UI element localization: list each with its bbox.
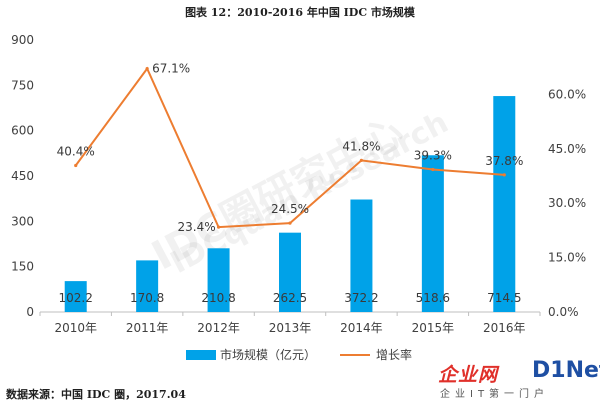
- growth-rate-label: 67.1%: [152, 62, 190, 76]
- legend-swatch-market-size: [186, 350, 216, 360]
- left-axis-tick-label: 0: [26, 305, 34, 319]
- legend-label-growth-rate: 增长率: [376, 347, 412, 362]
- right-axis-tick-label: 45.0%: [548, 142, 586, 156]
- x-axis-category-label: 2012年: [197, 321, 240, 335]
- x-axis-category-label: 2016年: [483, 321, 526, 335]
- growth-rate-label: 24.5%: [271, 202, 309, 216]
- growth-rate-label: 40.4%: [57, 144, 95, 158]
- growth-rate-label: 39.3%: [414, 148, 452, 162]
- growth-rate-point: [74, 163, 78, 168]
- right-axis-tick-label: 60.0%: [548, 87, 586, 101]
- x-axis-category-label: 2015年: [412, 321, 455, 335]
- left-axis-tick-label: 900: [11, 33, 34, 47]
- growth-rate-point: [431, 167, 435, 172]
- logo-en-text: D1Net: [532, 358, 600, 383]
- left-axis-tick-label: 750: [11, 78, 34, 92]
- growth-rate-point: [145, 67, 149, 71]
- bar-value-label: 372.2: [344, 291, 378, 305]
- bar-market-size: [136, 260, 159, 312]
- bar-value-label: 714.5: [487, 291, 521, 305]
- growth-rate-point: [288, 221, 292, 225]
- bar-value-label: 262.5: [273, 291, 307, 305]
- right-axis-tick-label: 15.0%: [548, 251, 586, 265]
- left-axis-tick-label: 150: [11, 260, 34, 274]
- d1net-logo: 企业网 D1Net 企业IT第一门户: [438, 358, 600, 404]
- bar-value-label: 518.6: [416, 291, 450, 305]
- x-axis-category-label: 2011年: [126, 321, 169, 335]
- x-axis-category-label: 2013年: [269, 321, 312, 335]
- bar-market-size: [64, 281, 87, 312]
- bar-market-size: [421, 155, 444, 312]
- bar-value-label: 210.8: [201, 291, 235, 305]
- chart-title: 图表 12：2010-2016 年中国 IDC 市场规模: [185, 6, 415, 19]
- growth-rate-point: [216, 225, 221, 229]
- growth-rate-label: 37.8%: [485, 154, 523, 168]
- right-axis-tick-label: 0.0%: [548, 305, 579, 319]
- logo-cn-text: 企业网: [438, 364, 499, 386]
- right-axis-tick-label: 30.0%: [548, 196, 586, 210]
- left-axis-tick-label: 450: [11, 169, 34, 183]
- growth-rate-point: [502, 173, 506, 177]
- growth-rate-label: 41.8%: [342, 139, 380, 153]
- data-source-note: 数据来源：中国 IDC 圈，2017.04: [6, 388, 186, 401]
- growth-rate-label: 23.4%: [178, 220, 216, 234]
- bar-market-size: [279, 232, 301, 312]
- bar-market-size: [350, 199, 373, 312]
- left-axis-tick-label: 300: [11, 214, 34, 228]
- bar-value-label: 102.2: [59, 291, 93, 305]
- logo-subtitle: 企业IT第一门户: [440, 389, 550, 400]
- legend-label-market-size: 市场规模（亿元）: [220, 347, 316, 362]
- x-axis-category-label: 2014年: [340, 321, 383, 335]
- growth-rate-point: [359, 158, 364, 163]
- bar-value-label: 170.8: [130, 291, 164, 305]
- left-axis-tick-label: 600: [11, 124, 34, 138]
- x-axis-category-label: 2010年: [54, 321, 97, 335]
- bar-market-size: [493, 96, 516, 312]
- bar-market-size: [207, 248, 230, 312]
